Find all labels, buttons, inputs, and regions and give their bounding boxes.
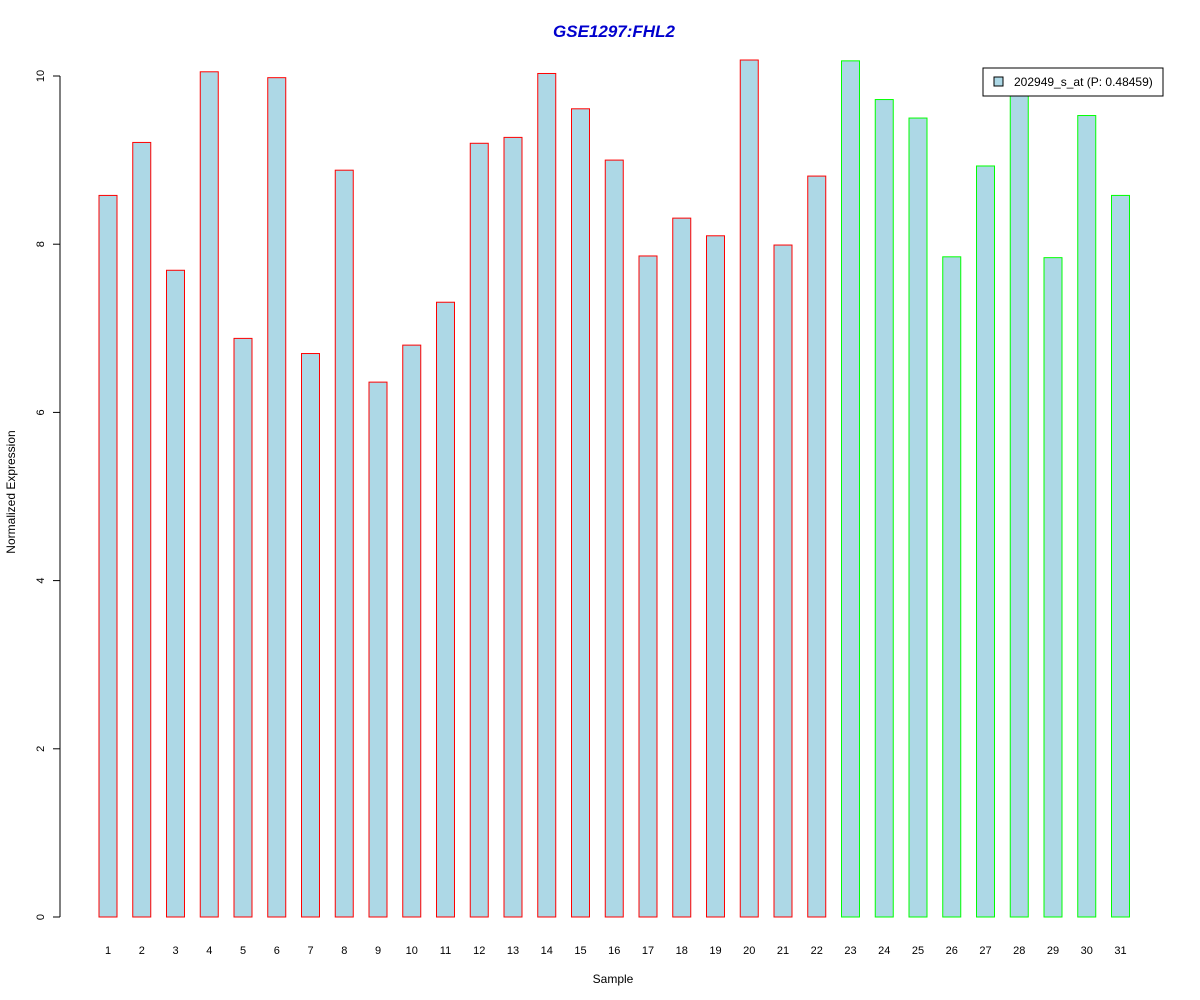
bar-sample-31 (1111, 194, 1130, 918)
x-tick-label: 25 (912, 945, 924, 957)
bar-sample-1 (98, 194, 118, 918)
bar-sample-8 (334, 169, 354, 918)
bar-sample-21 (773, 244, 793, 918)
bar-sample-6 (267, 77, 287, 918)
y-tick-label: 10 (35, 70, 47, 82)
x-tick-label: 29 (1047, 945, 1059, 957)
x-tick-label: 7 (307, 945, 313, 957)
chart-title: GSE1297:FHL2 (553, 22, 675, 41)
x-tick-label: 5 (240, 945, 246, 957)
bar-sample-20 (739, 59, 759, 918)
y-tick-label: 2 (35, 746, 47, 752)
x-tick-labels: 1 2 3 4 5 6 7 8 9 10 11 12 13 14 15 16 17 18 19 20 21 22 23 24 2… (105, 945, 1127, 957)
x-tick-label: 3 (172, 945, 178, 957)
x-tick-label: 12 (473, 945, 485, 957)
x-tick-label: 27 (979, 945, 991, 957)
x-tick-label: 30 (1081, 945, 1093, 957)
x-tick-label: 10 (406, 945, 418, 957)
bar-sample-11 (436, 301, 455, 918)
bars-group (98, 59, 1130, 918)
x-tick-label: 28 (1013, 945, 1025, 957)
bar-sample-28 (1009, 92, 1029, 918)
y-tick-label: 4 (35, 578, 47, 584)
x-tick-label: 6 (274, 945, 280, 957)
bar-sample-19 (706, 235, 725, 918)
x-tick-label: 18 (676, 945, 688, 957)
x-tick-label: 17 (642, 945, 654, 957)
x-axis-label: Sample (593, 972, 634, 986)
legend: 202949_s_at (P: 0.48459) (982, 67, 1164, 97)
bar-sample-26 (942, 256, 962, 918)
bar-sample-12 (469, 142, 489, 918)
legend-box (982, 67, 1164, 97)
bar-sample-4 (199, 71, 219, 918)
bar-sample-16 (604, 159, 624, 918)
bar-sample-27 (976, 165, 995, 918)
x-tick-label: 19 (709, 945, 721, 957)
legend-swatch (993, 76, 1004, 87)
legend-label: 202949_s_at (P: 0.48459) (1014, 75, 1153, 89)
x-tick-label: 15 (574, 945, 586, 957)
bar-sample-9 (368, 381, 388, 918)
x-tick-label: 1 (105, 945, 111, 957)
bar-sample-18 (672, 217, 692, 918)
bar-sample-13 (503, 136, 523, 918)
x-tick-label: 14 (541, 945, 553, 957)
y-tick-label: 8 (35, 241, 47, 247)
x-tick-label: 21 (777, 945, 789, 957)
x-tick-label: 23 (844, 945, 856, 957)
x-tick-label: 4 (206, 945, 212, 957)
x-tick-label: 26 (946, 945, 958, 957)
bar-sample-30 (1077, 115, 1097, 918)
x-tick-label: 16 (608, 945, 620, 957)
x-tick-label: 20 (743, 945, 755, 957)
bar-sample-29 (1043, 257, 1063, 918)
y-tick-label: 6 (35, 409, 47, 415)
bar-sample-25 (908, 117, 928, 918)
x-tick-label: 11 (440, 945, 451, 957)
x-tick-label: 24 (878, 945, 890, 957)
bar-sample-2 (132, 141, 152, 918)
x-tick-label: 8 (341, 945, 347, 957)
bar-sample-10 (402, 344, 422, 918)
x-tick-label: 31 (1114, 945, 1126, 957)
x-tick-label: 13 (507, 945, 519, 957)
x-tick-label: 2 (139, 945, 145, 957)
y-axis: 0 2 4 6 8 10 (35, 70, 61, 920)
x-tick-label: 9 (375, 945, 381, 957)
bar-sample-23 (841, 60, 860, 918)
bar-sample-24 (874, 99, 894, 918)
bar-sample-17 (638, 255, 658, 918)
x-tick-label: 22 (811, 945, 823, 957)
bar-sample-15 (571, 108, 590, 918)
bar-sample-3 (166, 269, 185, 918)
bar-sample-22 (807, 175, 827, 918)
bar-sample-5 (233, 337, 253, 918)
y-axis-label: Normalized Expression (4, 430, 18, 553)
y-tick-label: 0 (35, 914, 47, 920)
bar-sample-7 (301, 353, 320, 918)
bar-sample-14 (537, 72, 557, 918)
